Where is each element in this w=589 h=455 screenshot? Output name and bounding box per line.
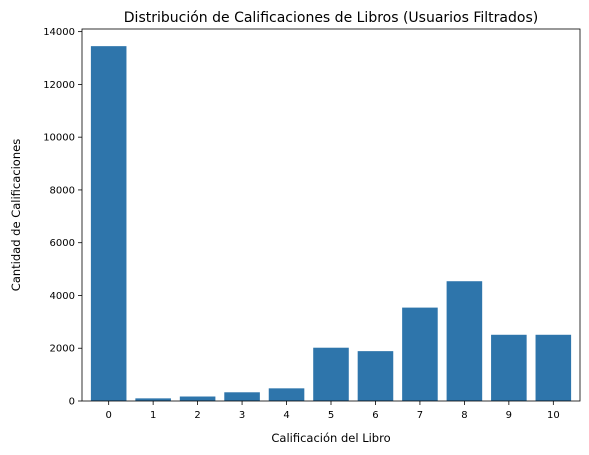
y-axis-ticks: 0 2000 4000 6000 8000 10000 12000 14000 bbox=[43, 27, 82, 408]
x-tick-label: 9 bbox=[506, 410, 512, 421]
bar-7 bbox=[402, 307, 438, 401]
y-tick-label: 12000 bbox=[43, 80, 75, 91]
x-tick-label: 0 bbox=[105, 410, 111, 421]
plot-frame bbox=[81, 28, 581, 402]
y-tick-label: 10000 bbox=[43, 133, 75, 144]
x-axis-label: Calificación del Libro bbox=[271, 431, 390, 445]
bar-0 bbox=[90, 46, 127, 402]
y-tick-label: 0 bbox=[69, 397, 75, 408]
bar-1 bbox=[135, 398, 171, 401]
x-tick-label: 8 bbox=[461, 410, 467, 421]
y-tick-label: 2000 bbox=[50, 344, 75, 355]
bars-group bbox=[90, 46, 572, 402]
x-axis-ticks: 0 1 2 3 4 5 6 7 8 9 10 bbox=[105, 401, 560, 421]
bar-3 bbox=[224, 392, 260, 401]
x-tick-label: 6 bbox=[372, 410, 378, 421]
y-tick-label: 4000 bbox=[50, 291, 75, 302]
y-tick-label: 6000 bbox=[50, 238, 75, 249]
x-tick-label: 10 bbox=[547, 410, 560, 421]
x-tick-label: 5 bbox=[328, 410, 334, 421]
x-tick-label: 3 bbox=[239, 410, 245, 421]
x-tick-label: 4 bbox=[283, 410, 289, 421]
x-tick-label: 2 bbox=[194, 410, 200, 421]
bar-8 bbox=[446, 281, 483, 401]
bar-9 bbox=[491, 334, 527, 401]
y-axis-label: Cantidad de Calificaciones bbox=[9, 139, 23, 291]
y-tick-label: 14000 bbox=[43, 27, 75, 38]
bar-10 bbox=[535, 334, 572, 401]
bar-4 bbox=[268, 388, 305, 401]
bar-5 bbox=[313, 347, 349, 401]
x-tick-label: 1 bbox=[150, 410, 156, 421]
x-tick-label: 7 bbox=[417, 410, 423, 421]
chart-title: Distribución de Calificaciones de Libros… bbox=[124, 10, 538, 26]
bar-2 bbox=[179, 396, 216, 401]
y-tick-label: 8000 bbox=[50, 185, 75, 196]
bar-6 bbox=[357, 351, 394, 401]
